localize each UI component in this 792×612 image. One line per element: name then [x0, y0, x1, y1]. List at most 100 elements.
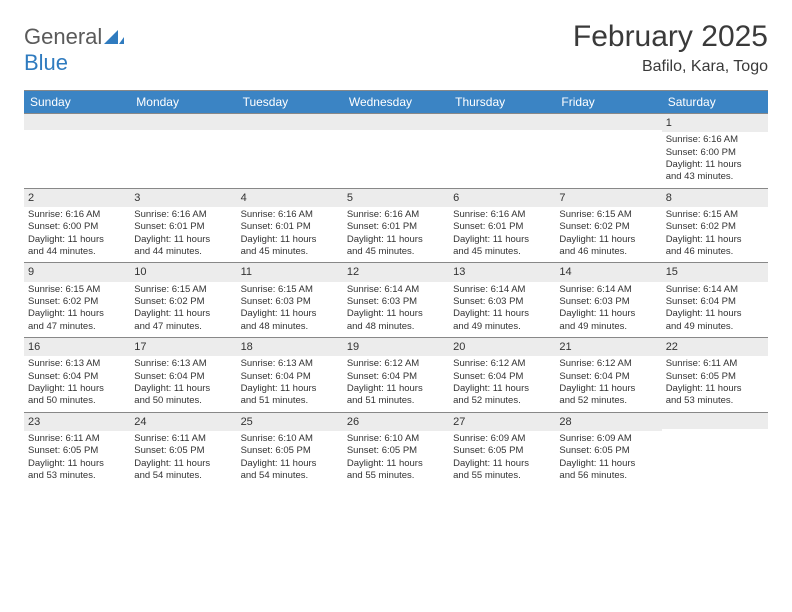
- sunset-text: Sunset: 6:03 PM: [453, 296, 551, 308]
- sunrise-text: Sunrise: 6:15 AM: [666, 209, 764, 221]
- daylight-line2: and 55 minutes.: [347, 470, 445, 482]
- daylight-line1: Daylight: 11 hours: [559, 383, 657, 395]
- daylight-line2: and 49 minutes.: [666, 321, 764, 333]
- day-body: Sunrise: 6:15 AMSunset: 6:02 PMDaylight:…: [130, 282, 236, 337]
- day-body: [662, 429, 768, 435]
- day-number: 17: [130, 338, 236, 356]
- daylight-line1: Daylight: 11 hours: [347, 308, 445, 320]
- sunrise-text: Sunrise: 6:16 AM: [28, 209, 126, 221]
- sunrise-text: Sunrise: 6:12 AM: [559, 358, 657, 370]
- day-body: Sunrise: 6:16 AMSunset: 6:01 PMDaylight:…: [237, 207, 343, 262]
- sunset-text: Sunset: 6:01 PM: [134, 221, 232, 233]
- sunset-text: Sunset: 6:02 PM: [28, 296, 126, 308]
- sunrise-text: Sunrise: 6:10 AM: [241, 433, 339, 445]
- day-cell: 3Sunrise: 6:16 AMSunset: 6:01 PMDaylight…: [130, 189, 236, 263]
- day-cell: 27Sunrise: 6:09 AMSunset: 6:05 PMDayligh…: [449, 413, 555, 487]
- daylight-line1: Daylight: 11 hours: [453, 383, 551, 395]
- day-body: Sunrise: 6:16 AMSunset: 6:00 PMDaylight:…: [24, 207, 130, 262]
- day-cell: 8Sunrise: 6:15 AMSunset: 6:02 PMDaylight…: [662, 189, 768, 263]
- sunset-text: Sunset: 6:02 PM: [666, 221, 764, 233]
- daylight-line2: and 43 minutes.: [666, 171, 764, 183]
- daylight-line2: and 44 minutes.: [134, 246, 232, 258]
- sunset-text: Sunset: 6:02 PM: [559, 221, 657, 233]
- day-number: [662, 413, 768, 429]
- day-body: Sunrise: 6:12 AMSunset: 6:04 PMDaylight:…: [555, 356, 661, 411]
- day-cell: [24, 114, 130, 188]
- day-number: 28: [555, 413, 661, 431]
- sunrise-text: Sunrise: 6:14 AM: [347, 284, 445, 296]
- day-body: Sunrise: 6:15 AMSunset: 6:02 PMDaylight:…: [662, 207, 768, 262]
- daylight-line1: Daylight: 11 hours: [453, 234, 551, 246]
- day-number: 19: [343, 338, 449, 356]
- daylight-line1: Daylight: 11 hours: [666, 383, 764, 395]
- daylight-line1: Daylight: 11 hours: [453, 458, 551, 470]
- daylight-line2: and 45 minutes.: [453, 246, 551, 258]
- day-number: 25: [237, 413, 343, 431]
- day-number: 22: [662, 338, 768, 356]
- day-number: [343, 114, 449, 130]
- daylight-line1: Daylight: 11 hours: [666, 234, 764, 246]
- day-cell: 18Sunrise: 6:13 AMSunset: 6:04 PMDayligh…: [237, 338, 343, 412]
- day-body: Sunrise: 6:15 AMSunset: 6:03 PMDaylight:…: [237, 282, 343, 337]
- daylight-line2: and 48 minutes.: [241, 321, 339, 333]
- daylight-line1: Daylight: 11 hours: [666, 308, 764, 320]
- day-number: 14: [555, 263, 661, 281]
- daylight-line1: Daylight: 11 hours: [241, 308, 339, 320]
- location: Bafilo, Kara, Togo: [573, 58, 768, 76]
- day-number: 4: [237, 189, 343, 207]
- page-title: February 2025: [573, 20, 768, 54]
- day-cell: 6Sunrise: 6:16 AMSunset: 6:01 PMDaylight…: [449, 189, 555, 263]
- sunset-text: Sunset: 6:04 PM: [241, 371, 339, 383]
- day-body: Sunrise: 6:09 AMSunset: 6:05 PMDaylight:…: [555, 431, 661, 486]
- dayhead-wed: Wednesday: [343, 91, 449, 113]
- daylight-line2: and 44 minutes.: [28, 246, 126, 258]
- daylight-line2: and 49 minutes.: [453, 321, 551, 333]
- sunrise-text: Sunrise: 6:16 AM: [347, 209, 445, 221]
- day-number: [24, 114, 130, 130]
- dayhead-mon: Monday: [130, 91, 236, 113]
- day-body: [24, 130, 130, 136]
- sunrise-text: Sunrise: 6:15 AM: [559, 209, 657, 221]
- day-cell: 22Sunrise: 6:11 AMSunset: 6:05 PMDayligh…: [662, 338, 768, 412]
- sunrise-text: Sunrise: 6:13 AM: [134, 358, 232, 370]
- sunset-text: Sunset: 6:03 PM: [559, 296, 657, 308]
- day-number: 9: [24, 263, 130, 281]
- day-number: 11: [237, 263, 343, 281]
- daylight-line2: and 53 minutes.: [666, 395, 764, 407]
- daylight-line2: and 53 minutes.: [28, 470, 126, 482]
- day-body: Sunrise: 6:12 AMSunset: 6:04 PMDaylight:…: [449, 356, 555, 411]
- day-cell: 15Sunrise: 6:14 AMSunset: 6:04 PMDayligh…: [662, 263, 768, 337]
- day-body: Sunrise: 6:13 AMSunset: 6:04 PMDaylight:…: [130, 356, 236, 411]
- sunset-text: Sunset: 6:03 PM: [241, 296, 339, 308]
- sunrise-text: Sunrise: 6:14 AM: [666, 284, 764, 296]
- sunrise-text: Sunrise: 6:11 AM: [28, 433, 126, 445]
- logo-general: General: [24, 24, 102, 49]
- dayhead-sat: Saturday: [662, 91, 768, 113]
- day-cell: 1Sunrise: 6:16 AMSunset: 6:00 PMDaylight…: [662, 114, 768, 188]
- sunset-text: Sunset: 6:05 PM: [453, 445, 551, 457]
- day-body: Sunrise: 6:16 AMSunset: 6:01 PMDaylight:…: [449, 207, 555, 262]
- day-number: 15: [662, 263, 768, 281]
- day-body: Sunrise: 6:14 AMSunset: 6:03 PMDaylight:…: [555, 282, 661, 337]
- dayhead-sun: Sunday: [24, 91, 130, 113]
- day-body: Sunrise: 6:15 AMSunset: 6:02 PMDaylight:…: [555, 207, 661, 262]
- daylight-line1: Daylight: 11 hours: [241, 383, 339, 395]
- sunrise-text: Sunrise: 6:13 AM: [241, 358, 339, 370]
- daylight-line2: and 51 minutes.: [347, 395, 445, 407]
- day-body: Sunrise: 6:16 AMSunset: 6:00 PMDaylight:…: [662, 132, 768, 187]
- daylight-line2: and 52 minutes.: [559, 395, 657, 407]
- sunrise-text: Sunrise: 6:11 AM: [134, 433, 232, 445]
- day-number: 8: [662, 189, 768, 207]
- daylight-line1: Daylight: 11 hours: [134, 308, 232, 320]
- sunset-text: Sunset: 6:00 PM: [666, 147, 764, 159]
- day-cell: 17Sunrise: 6:13 AMSunset: 6:04 PMDayligh…: [130, 338, 236, 412]
- sunrise-text: Sunrise: 6:16 AM: [666, 134, 764, 146]
- day-body: Sunrise: 6:10 AMSunset: 6:05 PMDaylight:…: [343, 431, 449, 486]
- day-cell: 5Sunrise: 6:16 AMSunset: 6:01 PMDaylight…: [343, 189, 449, 263]
- day-body: Sunrise: 6:11 AMSunset: 6:05 PMDaylight:…: [130, 431, 236, 486]
- daylight-line1: Daylight: 11 hours: [347, 383, 445, 395]
- sunrise-text: Sunrise: 6:15 AM: [241, 284, 339, 296]
- sunset-text: Sunset: 6:01 PM: [241, 221, 339, 233]
- day-number: 24: [130, 413, 236, 431]
- daylight-line1: Daylight: 11 hours: [28, 308, 126, 320]
